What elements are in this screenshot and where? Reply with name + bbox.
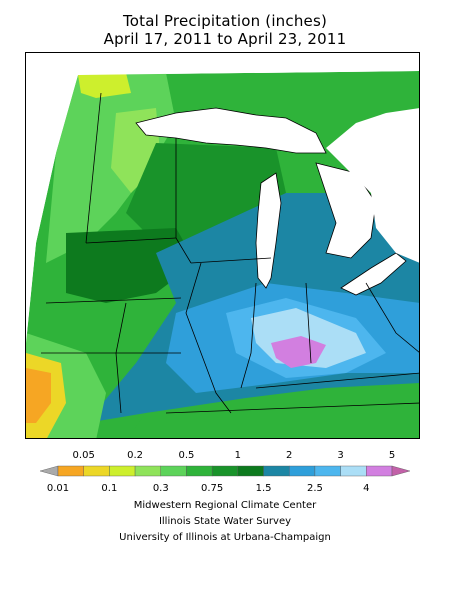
legend-swatch	[83, 465, 110, 477]
region-purple-max	[271, 336, 326, 368]
legend-swatch	[186, 465, 213, 477]
legend-colorbar	[40, 465, 410, 477]
legend-swatch	[109, 465, 136, 477]
legend-bottom-label: 4	[363, 483, 370, 494]
precipitation-map-svg	[26, 53, 419, 438]
outside-left	[26, 53, 78, 343]
legend-top-label: 3	[337, 450, 344, 461]
legend-top-label: 0.05	[72, 450, 95, 461]
region-ia-dark-green	[66, 228, 196, 303]
legend-bottom-label: 0.75	[201, 483, 224, 494]
legend-swatch	[391, 465, 410, 477]
legend-bottom-label: 0.3	[152, 483, 169, 494]
legend-swatch	[237, 465, 264, 477]
legend-top-label: 1	[234, 450, 242, 461]
legend-bottom-label: 0.01	[46, 483, 70, 494]
legend-swatch	[289, 465, 316, 477]
lake-michigan	[255, 172, 282, 289]
canada-ontario	[326, 108, 419, 263]
map-title-line2: April 17, 2011 to April 23, 2011	[103, 30, 347, 48]
region-nw-yellow	[78, 73, 131, 98]
lake-erie	[340, 252, 407, 296]
state-boundaries	[41, 92, 419, 414]
legend-bottom-label: 0.1	[101, 483, 118, 494]
legend-bottom-label: 2.5	[306, 483, 323, 494]
legend-swatch	[160, 465, 187, 477]
legend-swatch	[57, 465, 84, 477]
region-south-green	[127, 383, 419, 438]
legend-top-label: 2	[286, 450, 293, 461]
region-sw-orange	[26, 368, 51, 423]
legend-swatch	[40, 465, 59, 477]
credit-mrcc: Midwestern Regional Climate Center	[133, 500, 317, 511]
legend-swatch	[366, 465, 393, 477]
legend-bottom-label: 1.5	[255, 483, 272, 494]
legend-swatch	[263, 465, 290, 477]
legend-swatch	[211, 465, 239, 477]
precipitation-map	[25, 52, 420, 439]
legend-swatch	[314, 465, 341, 477]
legend-top-label: 5	[388, 450, 396, 461]
credit-uiuc: University of Illinois at Urbana-Champai…	[119, 532, 331, 543]
lake-superior	[135, 107, 327, 154]
credit-isws: Illinois State Water Survey	[158, 516, 292, 527]
legend-top-label: 0.5	[178, 450, 195, 461]
legend: 0.05 0.2 0.5 1 2 3 5 0.01 0.1 0.3 0.75 1.5 2.5 4	[40, 450, 410, 500]
legend-swatch	[340, 465, 367, 477]
legend-top-label: 0.2	[127, 450, 144, 461]
map-title-line1: Total Precipitation (inches)	[122, 12, 328, 30]
outside-top	[26, 53, 419, 75]
region-wi-dark-green	[126, 143, 286, 243]
legend-swatch	[134, 465, 161, 477]
